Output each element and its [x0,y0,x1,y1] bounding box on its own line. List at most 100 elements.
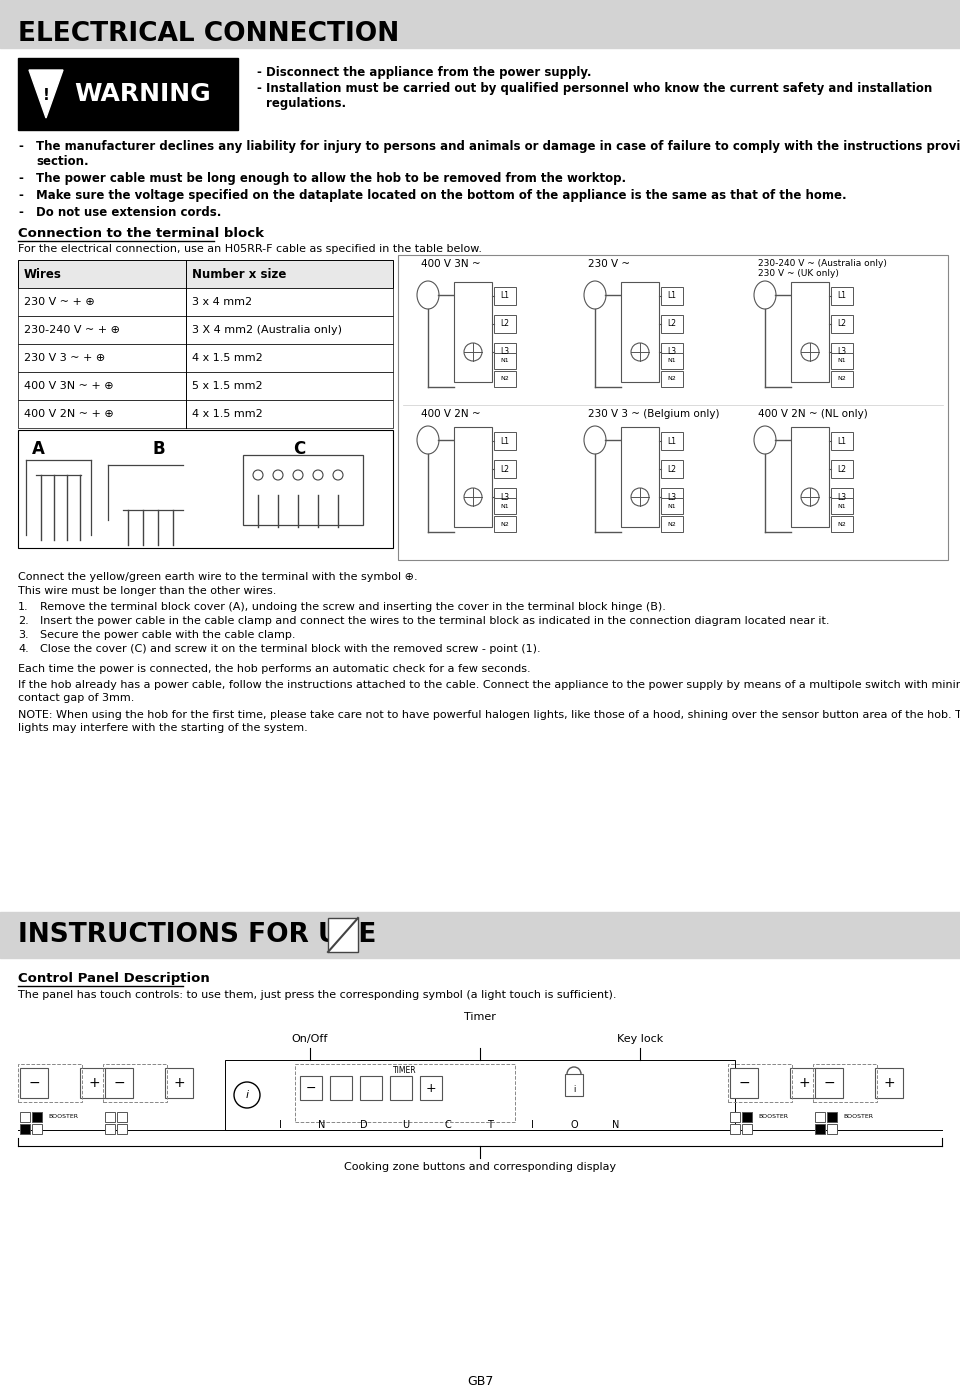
Bar [621,282,659,381]
Text: 3 X 4 mm2 (Australia only): 3 X 4 mm2 (Australia only) [192,326,342,335]
Text: O: O [570,1120,578,1130]
Text: Connection to the terminal block: Connection to the terminal block [18,226,264,240]
Ellipse shape [754,281,776,309]
Bar [831,432,853,450]
Text: −: − [738,1076,750,1090]
Bar [791,282,829,381]
Text: BOOSTER: BOOSTER [843,1115,873,1119]
Text: L3: L3 [667,493,677,502]
Circle shape [464,344,482,360]
Bar [815,1125,825,1134]
Bar [225,1060,735,1130]
Bar [494,314,516,332]
Bar [831,372,853,387]
Text: +: + [173,1076,185,1090]
Text: −: − [113,1076,125,1090]
Text: 1.: 1. [18,602,29,612]
Text: L2: L2 [667,464,677,474]
Text: N2: N2 [838,521,847,527]
Bar [105,1067,133,1098]
Bar [831,460,853,478]
Bar [330,1076,352,1099]
Bar [328,918,358,951]
Bar [831,286,853,305]
Bar [831,515,853,532]
Text: N2: N2 [500,377,510,381]
Text: +: + [798,1076,810,1090]
Text: Insert the power cable in the cable clamp and connect the wires to the terminal : Insert the power cable in the cable clam… [40,616,829,626]
Text: Each time the power is connected, the hob performs an automatic check for a few : Each time the power is connected, the ho… [18,664,531,673]
Text: N1: N1 [668,503,676,509]
Text: L1: L1 [667,292,677,300]
Bar [295,1065,515,1122]
Text: L1: L1 [667,436,677,446]
Text: N2: N2 [500,521,510,527]
Bar [790,1067,818,1098]
Text: −: − [28,1076,39,1090]
Text: N2: N2 [838,377,847,381]
Text: L1: L1 [837,292,847,300]
Bar [494,515,516,532]
Text: BOOSTER: BOOSTER [758,1115,788,1119]
Text: C: C [444,1120,451,1130]
Text: 230-240 V ~ (Australia only): 230-240 V ~ (Australia only) [758,258,887,268]
Text: 3.: 3. [18,630,29,640]
Bar [103,1065,167,1102]
Text: TIMER: TIMER [394,1066,417,1076]
Circle shape [333,469,343,481]
Circle shape [273,469,283,481]
Text: N1: N1 [501,503,510,509]
Text: +: + [883,1076,895,1090]
Text: NOTE: When using the hob for the first time, please take care not to have powerf: NOTE: When using the hob for the first t… [18,710,960,719]
Bar [18,372,393,400]
Text: 230-240 V ~ + ⊕: 230-240 V ~ + ⊕ [24,326,120,335]
Text: For the electrical connection, use an H05RR-F cable as specified in the table be: For the electrical connection, use an H0… [18,244,482,254]
Text: Timer: Timer [464,1011,496,1023]
Text: N1: N1 [838,359,847,363]
Bar [875,1067,903,1098]
Text: GB7: GB7 [467,1375,493,1389]
Text: N: N [612,1120,620,1130]
Circle shape [464,488,482,506]
Bar [398,256,948,560]
Bar [831,497,853,514]
Text: i: i [573,1084,575,1094]
Bar [661,515,683,532]
Text: The panel has touch controls: to use them, just press the corresponding symbol (: The panel has touch controls: to use the… [18,990,616,1000]
Text: L2: L2 [500,320,510,328]
Text: 2.: 2. [18,616,29,626]
Bar [730,1125,740,1134]
Text: contact gap of 3mm.: contact gap of 3mm. [18,693,134,703]
Bar [494,460,516,478]
Text: INSTRUCTIONS FOR USE: INSTRUCTIONS FOR USE [18,922,376,949]
Circle shape [631,344,649,360]
Bar [20,1112,30,1122]
Bar [494,372,516,387]
Bar [420,1076,442,1099]
Bar [494,353,516,369]
Text: lights may interfere with the starting of the system.: lights may interfere with the starting o… [18,724,308,733]
Bar [18,344,393,372]
Text: N: N [319,1120,325,1130]
Bar [18,400,393,427]
Text: −: − [305,1081,316,1094]
Text: If the hob already has a power cable, follow the instructions attached to the ca: If the hob already has a power cable, fo… [18,680,960,690]
Circle shape [253,469,263,481]
Bar [831,344,853,360]
Text: 230 V ~: 230 V ~ [588,258,630,270]
Text: i: i [246,1090,249,1099]
Text: 230 V 3 ~ (Belgium only): 230 V 3 ~ (Belgium only) [588,409,719,419]
Text: BOOSTER: BOOSTER [48,1115,78,1119]
Text: N2: N2 [667,521,677,527]
Text: B: B [152,440,164,458]
Text: Disconnect the appliance from the power supply.: Disconnect the appliance from the power … [266,66,591,80]
Text: Do not use extension cords.: Do not use extension cords. [36,205,222,219]
Text: L3: L3 [500,348,510,356]
Bar [105,1125,115,1134]
Bar [621,427,659,527]
Bar [0,912,960,958]
Bar [117,1125,127,1134]
Text: N1: N1 [838,503,847,509]
Text: L3: L3 [837,493,847,502]
Text: T: T [487,1120,492,1130]
